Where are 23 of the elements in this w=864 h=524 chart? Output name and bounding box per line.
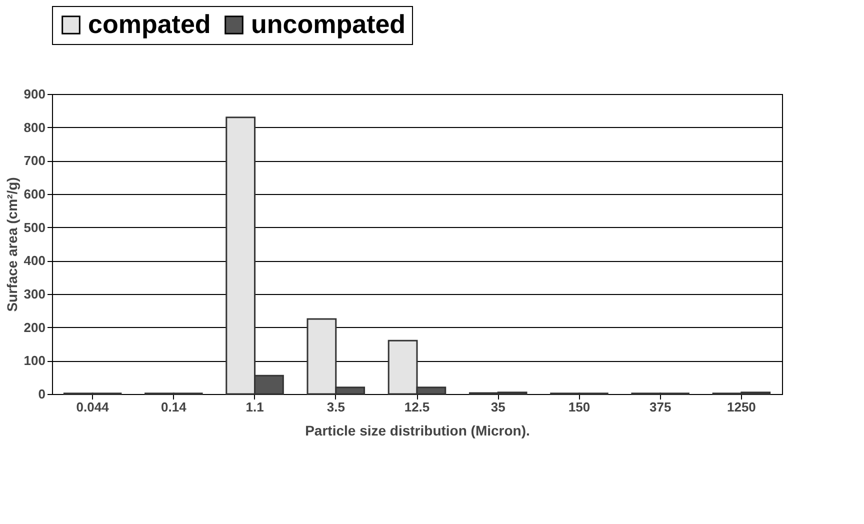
y-tick-label: 900 [24,86,46,102]
y-tick-label: 200 [24,320,46,335]
x-tick-label: 375 [649,400,672,414]
y-tick-label: 700 [24,153,46,168]
y-tick-label: 500 [24,220,46,235]
legend-label: uncompated [251,9,406,39]
y-tick-label: 800 [24,120,46,135]
y-tick-label: 600 [24,186,46,202]
y-tick-label: 300 [24,286,46,302]
y-tick-label: 0 [38,386,46,402]
x-tick-label: 150 [568,400,590,414]
x-tick-label: 3.5 [326,400,345,414]
x-tick-label: 1250 [726,400,756,414]
y-tick-label: 400 [24,253,46,268]
x-tick-label: 0.14 [161,400,188,414]
x-tick-label: 0.044 [76,400,110,414]
legend-label: compated [88,9,211,39]
x-tick-label: 35 [490,400,506,414]
x-tick-label: 1.1 [246,400,264,414]
x-axis-title: Particle size distribution (Micron). [305,422,530,438]
y-tick-label: 100 [24,353,46,368]
x-tick-label: 12.5 [404,400,430,414]
y-axis-title: Surface area (cm²/g) [4,177,20,312]
